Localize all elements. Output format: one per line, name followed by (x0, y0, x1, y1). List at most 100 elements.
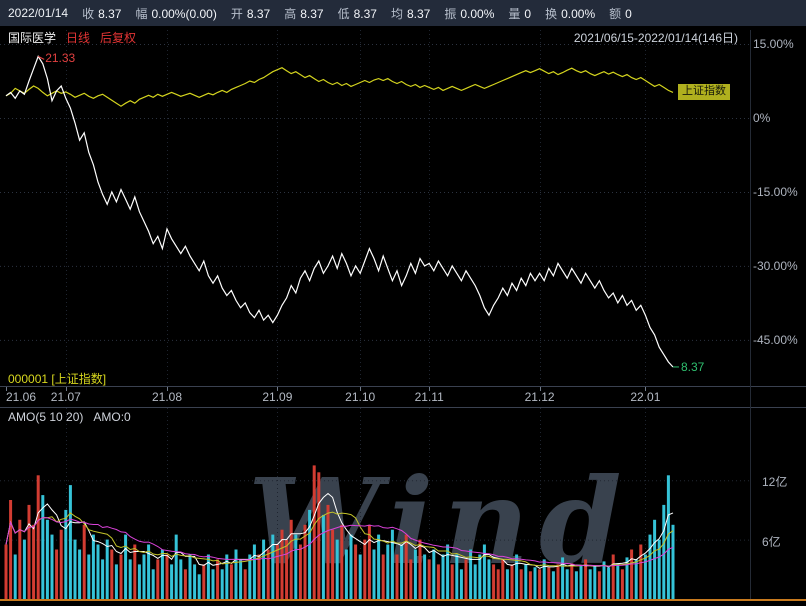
topbar-field: 换 0.00% (545, 6, 596, 21)
volume-bar (358, 554, 362, 599)
volume-bar (556, 564, 560, 599)
adjust-mode-selector[interactable]: 后复权 (100, 31, 137, 45)
volume-bar (418, 539, 422, 599)
volume-bar (142, 554, 146, 599)
volume-bar (423, 554, 427, 599)
topbar-field: 低 8.37 (337, 6, 377, 21)
volume-bar (110, 549, 114, 599)
volume-bar (280, 529, 284, 599)
volume-bar (469, 549, 473, 599)
volume-bar (197, 574, 201, 600)
amo-value: AMO:0 (93, 410, 131, 424)
volume-bar (50, 534, 54, 599)
volume-bar (9, 500, 13, 599)
volume-bar (156, 559, 160, 599)
volume-bar (32, 524, 36, 600)
volume-bar (570, 563, 574, 599)
volume-bar (312, 465, 316, 599)
volume-bar (225, 554, 229, 599)
y-axis-label: -30.00% (753, 258, 798, 273)
volume-bar (377, 534, 381, 599)
volume-bar (229, 564, 233, 599)
volume-bar (625, 557, 629, 599)
volume-bar (538, 569, 542, 599)
amo-ma10-line (5, 511, 674, 567)
volume-bar (450, 564, 454, 599)
volume-bar (607, 567, 611, 599)
volume-bar (478, 554, 482, 599)
trade-date: 2022/01/14 (8, 6, 69, 20)
volume-bar (643, 554, 647, 599)
volume-bar (216, 559, 220, 599)
volume-bar (96, 544, 100, 599)
volume-bar (372, 549, 376, 599)
volume-axis-label: 12亿 (762, 475, 788, 490)
volume-bar (326, 504, 330, 599)
volume-bar (496, 569, 500, 599)
volume-bar (206, 554, 210, 599)
volume-bar (395, 554, 399, 599)
volume-bar (492, 564, 496, 599)
volume-bar (64, 509, 68, 599)
volume-bar (183, 569, 187, 599)
volume-bar (4, 544, 8, 599)
volume-bar (588, 569, 592, 599)
amo-row: AMO(5 10 20) AMO:0 (8, 410, 131, 424)
volume-bar (515, 554, 519, 599)
volume-bar (160, 549, 164, 599)
volume-bar (524, 564, 528, 599)
volume-bar (630, 549, 634, 599)
volume-bar (404, 534, 408, 599)
volume-bar (413, 549, 417, 599)
volume-bar (436, 564, 440, 599)
index-code-label: 000001 [上证指数] (8, 372, 107, 386)
index-price-line (5, 67, 674, 107)
volume-bar (616, 563, 620, 599)
volume-bar (662, 504, 666, 599)
volume-bar (597, 571, 601, 599)
volume-bar (105, 539, 109, 599)
period-selector[interactable]: 日线 (66, 31, 91, 45)
index-tag[interactable]: 上证指数 (678, 84, 730, 101)
volume-bar (386, 544, 390, 599)
volume-bar (593, 565, 597, 599)
volume-bar (289, 519, 293, 599)
volume-bar (193, 564, 197, 599)
x-axis-label: 21.09 (262, 390, 293, 404)
volume-bar (501, 559, 505, 599)
y-axis-label: -15.00% (753, 184, 798, 199)
volume-bar (78, 549, 82, 599)
volume-bar (542, 559, 546, 599)
volume-bar (262, 539, 266, 599)
volume-bar (574, 571, 578, 599)
bottom-axis-line (0, 599, 806, 601)
stock-name: 国际医学 (8, 31, 57, 45)
volume-bar (340, 524, 344, 600)
volume-bar (285, 539, 289, 599)
y-axis-label: 0% (753, 111, 771, 125)
x-axis-label: 21.12 (524, 390, 555, 404)
volume-bar (584, 559, 588, 599)
volume-bar (367, 524, 371, 600)
amo-ma5-line (5, 492, 674, 569)
volume-bar (239, 559, 243, 599)
volume-bar (165, 554, 169, 599)
volume-bar (400, 544, 404, 599)
volume-bar (666, 475, 670, 600)
volume-bar (119, 554, 123, 599)
volume-bar (27, 504, 31, 599)
volume-bar (147, 544, 151, 599)
peak-pointer (37, 55, 45, 60)
volume-bar (73, 539, 77, 599)
volume-bar (505, 569, 509, 599)
volume-bar (464, 559, 468, 599)
volume-bar (298, 544, 302, 599)
volume-bar (243, 569, 247, 599)
volume-bar (459, 569, 463, 599)
volume-bar (234, 549, 238, 599)
volume-bar (335, 539, 339, 599)
volume-bar (188, 554, 192, 599)
